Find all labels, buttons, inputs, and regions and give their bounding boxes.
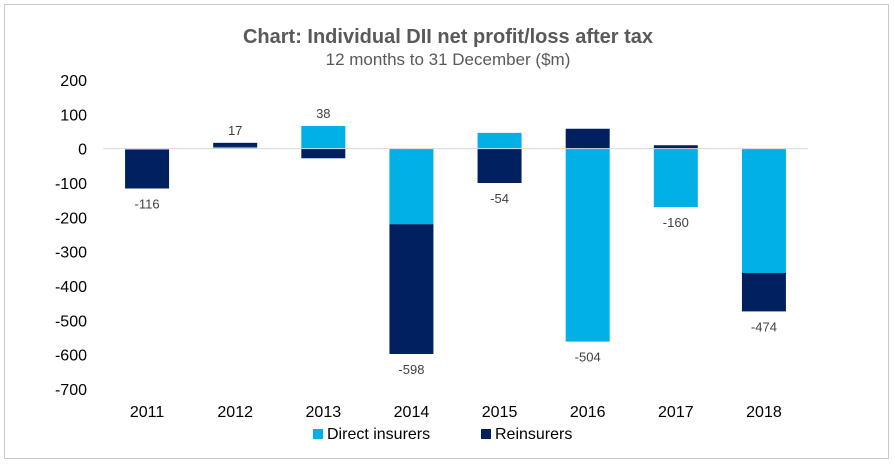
x-tick-label: 2018 [746, 404, 782, 421]
data-label-total: -116 [135, 196, 160, 211]
data-label-total: -160 [663, 215, 689, 230]
x-tick-label: 2016 [570, 404, 606, 421]
y-tick-label: -400 [55, 279, 87, 296]
bar-direct-insurers-2016 [565, 148, 610, 342]
bar-direct-insurers-2017 [653, 148, 698, 208]
chart-frame: Chart: Individual DII net profit/loss af… [4, 4, 889, 459]
y-tick-label: 0 [78, 142, 87, 159]
bars [125, 126, 786, 354]
bar-reinsurers-2017 [653, 145, 698, 149]
legend-swatch-direct-insurers [313, 429, 323, 439]
bar-reinsurers-2011 [125, 149, 170, 189]
chart-title: Chart: Individual DII net profit/loss af… [243, 26, 653, 48]
y-tick-label: -700 [55, 382, 87, 399]
y-axis: 200 100 0 -100 -200 -300 -400 -500 -600 -700 [55, 73, 87, 399]
data-labels: -116 17 38 -598 -54 -504 -160 -474 [135, 106, 777, 377]
data-label-total: -504 [575, 350, 601, 365]
y-tick-label: -100 [55, 176, 87, 193]
bar-direct-insurers-2011 [125, 148, 170, 150]
chart: Chart: Individual DII net profit/loss af… [55, 26, 808, 443]
x-tick-label: 2015 [482, 404, 518, 421]
bar-reinsurers-2012 [213, 142, 258, 147]
x-tick-label: 2011 [130, 404, 165, 421]
y-tick-label: -200 [55, 210, 87, 227]
x-axis: 2011 2012 2013 2014 2015 2016 2017 2018 [130, 404, 782, 421]
bar-direct-insurers-2015 [477, 132, 522, 149]
y-tick-label: -600 [55, 348, 87, 365]
x-tick-label: 2013 [306, 404, 342, 421]
data-label-total: -598 [398, 362, 424, 377]
legend-swatch-reinsurers [481, 429, 491, 439]
data-label-total: -54 [490, 191, 509, 206]
bar-reinsurers-2013 [301, 148, 346, 159]
data-label-total: 17 [228, 123, 242, 138]
bar-reinsurers-2016 [565, 128, 610, 149]
data-label-total: -474 [751, 319, 777, 334]
legend: Direct insurers Reinsurers [313, 426, 572, 443]
data-label-total: 38 [316, 106, 330, 121]
y-tick-label: 100 [60, 107, 87, 124]
x-tick-label: 2012 [217, 404, 253, 421]
legend-label-reinsurers: Reinsurers [495, 426, 572, 443]
legend-label-direct-insurers: Direct insurers [327, 426, 430, 443]
y-tick-label: -300 [55, 245, 87, 262]
bar-reinsurers-2015 [477, 148, 522, 183]
chart-subtitle: 12 months to 31 December ($m) [326, 50, 571, 69]
bar-direct-insurers-2018 [741, 148, 786, 273]
bar-direct-insurers-2014 [389, 148, 434, 225]
y-tick-label: -500 [55, 313, 87, 330]
bar-direct-insurers-2012 [213, 146, 258, 149]
bar-direct-insurers-2013 [301, 126, 346, 149]
bar-reinsurers-2014 [389, 224, 434, 354]
y-tick-label: 200 [60, 73, 87, 90]
x-tick-label: 2014 [394, 404, 430, 421]
bar-reinsurers-2018 [741, 272, 786, 312]
x-tick-label: 2017 [658, 404, 694, 421]
